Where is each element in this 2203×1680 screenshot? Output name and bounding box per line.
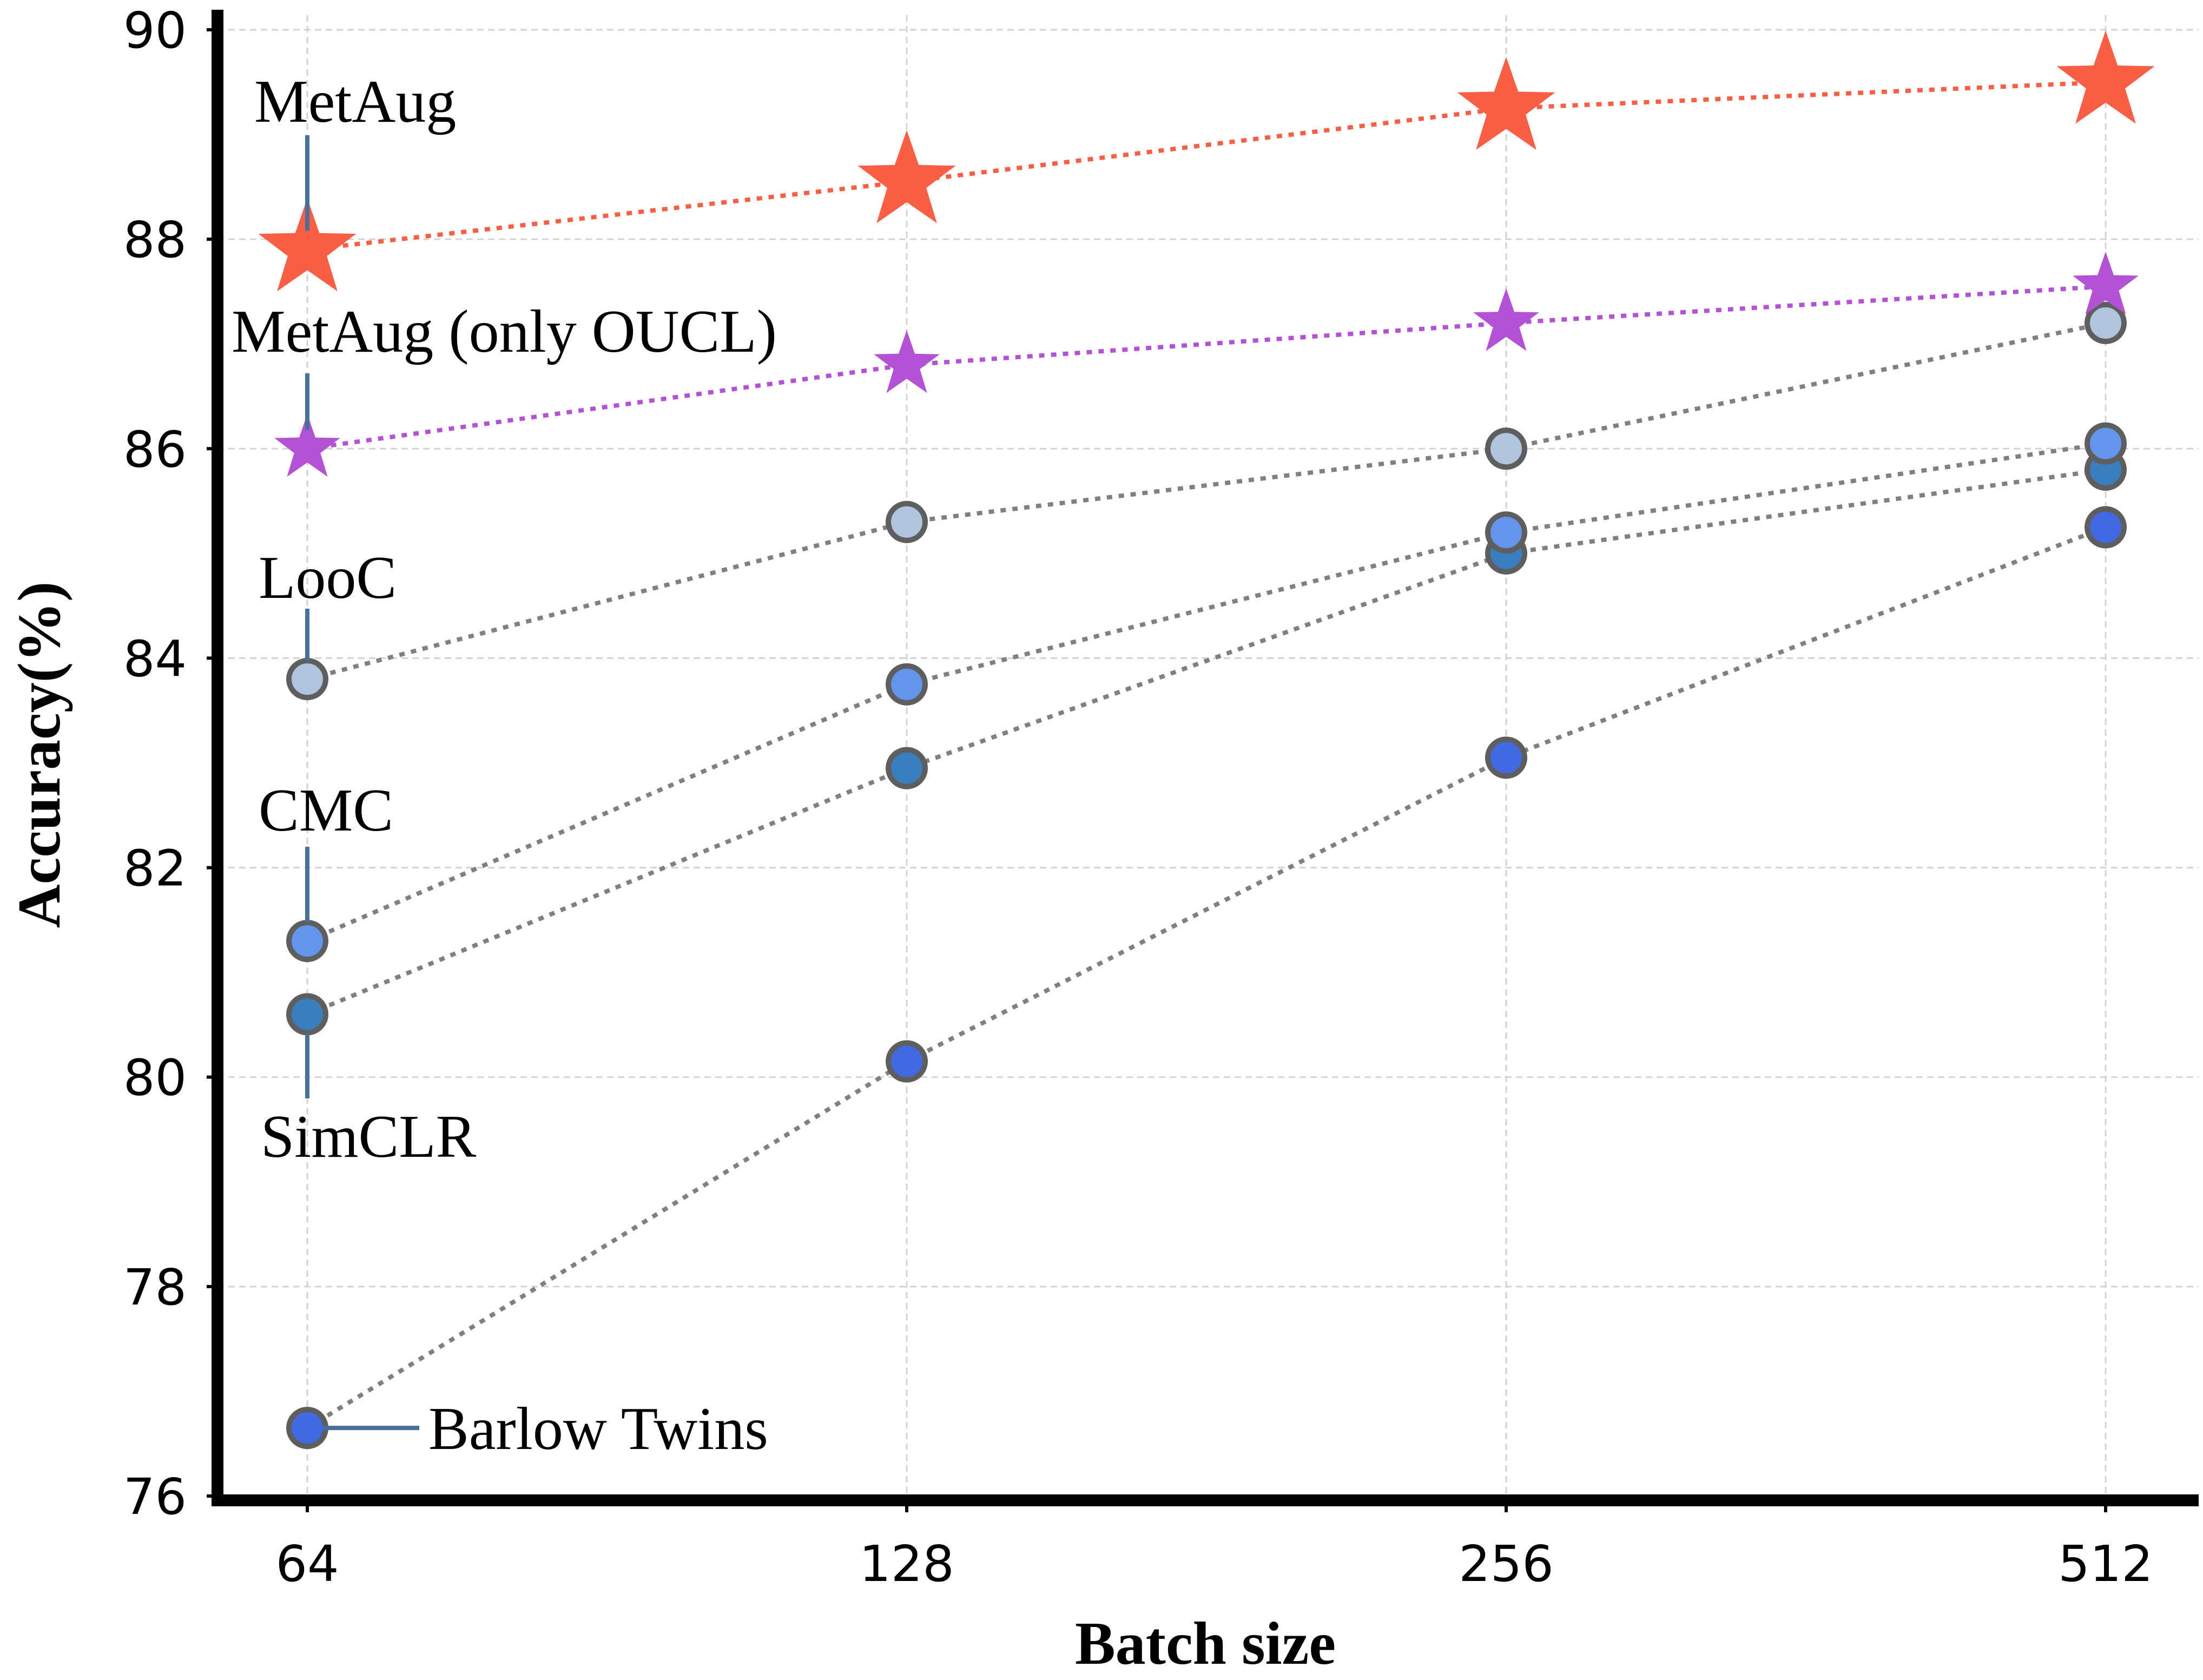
annotation-cmc: CMC [259, 777, 393, 844]
series-markers [258, 30, 2155, 1450]
star-marker-metaug [2056, 30, 2155, 124]
y-tick-label: 82 [123, 840, 187, 898]
x-tick-label: 256 [1459, 1535, 1554, 1593]
y-tick-label: 84 [123, 630, 187, 688]
star-marker-metaug-only-oucl [874, 330, 940, 393]
annotation-looc: LooC [259, 544, 397, 611]
series-line-metaug-only-oucl [307, 284, 2106, 451]
circle-marker-looc [2085, 302, 2127, 344]
star-marker-metaug-only-oucl [1473, 288, 1539, 351]
y-ticks: 76 78 80 82 84 86 88 90 [123, 2, 217, 1526]
circle-marker-looc [1485, 427, 1527, 470]
annotation-simclr: SimCLR [261, 1103, 477, 1170]
x-ticks: 64 128 256 512 [275, 1500, 2153, 1593]
circle-marker-looc [286, 658, 328, 701]
x-axis-title: Batch size [1075, 1610, 1336, 1677]
x-tick-label: 128 [859, 1535, 954, 1593]
star-marker-metaug [858, 130, 956, 223]
series-line-simclr [306, 467, 2106, 1017]
circle-marker-cmc [1485, 511, 1527, 554]
circle-marker-simclr [886, 747, 928, 789]
star-marker-metaug [1457, 57, 1555, 150]
y-tick-label: 90 [123, 2, 187, 60]
y-tick-label: 86 [123, 420, 187, 478]
y-tick-label: 78 [123, 1259, 187, 1316]
circle-marker-cmc [286, 920, 328, 963]
series-line-cmc [306, 441, 2106, 943]
circle-marker-barlow-twins [286, 1407, 328, 1450]
annotation-metaug-only-oucl: MetAug (only OUCL) [232, 298, 777, 365]
circle-marker-barlow-twins [886, 1040, 928, 1083]
circle-marker-simclr [286, 993, 328, 1036]
circle-marker-cmc [2085, 422, 2127, 465]
y-tick-label: 76 [123, 1468, 187, 1526]
grid [217, 15, 2199, 1500]
series-line-metaug [307, 80, 2106, 252]
y-tick-label: 80 [123, 1049, 187, 1107]
series-line-barlow-twins [306, 525, 2107, 1430]
series-line-looc [306, 321, 2106, 681]
series-annotations: MetAug MetAug (only OUCL) LooC CMC SimCLR Bar… [232, 68, 777, 1462]
circle-marker-barlow-twins [1485, 736, 1527, 779]
series-lines [306, 80, 2107, 1430]
y-axis-title: Accuracy(%) [6, 582, 73, 928]
axes [212, 10, 2199, 1506]
x-tick-label: 64 [275, 1535, 339, 1593]
circle-marker-cmc [886, 663, 928, 706]
x-tick-label: 512 [2058, 1535, 2153, 1593]
star-marker-metaug-only-oucl [2073, 252, 2139, 314]
y-tick-label: 88 [123, 211, 187, 269]
star-marker-metaug-only-oucl [274, 414, 340, 477]
star-marker-metaug [258, 198, 357, 292]
circle-marker-barlow-twins [2085, 506, 2127, 549]
circle-marker-looc [886, 500, 928, 543]
annotation-barlow-twins: Barlow Twins [428, 1395, 768, 1462]
annotation-metaug: MetAug [254, 68, 456, 135]
